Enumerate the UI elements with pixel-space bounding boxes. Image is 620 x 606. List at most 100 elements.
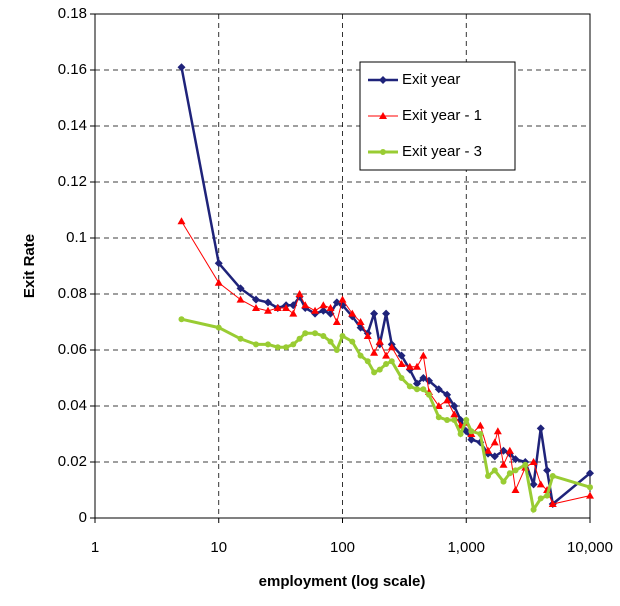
- marker: [252, 304, 261, 311]
- marker: [333, 347, 340, 353]
- y-tick-label: 0.18: [58, 5, 87, 22]
- marker: [177, 63, 186, 72]
- marker: [348, 309, 357, 317]
- marker: [413, 362, 422, 370]
- marker: [370, 348, 379, 356]
- marker: [434, 385, 443, 394]
- marker: [338, 295, 347, 303]
- marker: [457, 431, 464, 437]
- marker: [397, 351, 406, 360]
- marker: [397, 360, 406, 367]
- marker: [419, 351, 428, 359]
- y-tick-label: 0.04: [58, 397, 87, 414]
- marker: [530, 506, 537, 513]
- marker: [380, 149, 386, 155]
- marker: [406, 383, 413, 390]
- marker: [425, 391, 432, 398]
- marker: [537, 495, 544, 502]
- marker: [296, 335, 303, 342]
- marker: [491, 467, 498, 474]
- marker: [506, 470, 513, 477]
- marker: [274, 344, 281, 351]
- legend-label: Exit year - 1: [402, 107, 482, 124]
- marker: [302, 330, 309, 337]
- marker: [273, 304, 282, 311]
- marker: [376, 366, 383, 373]
- marker: [444, 417, 451, 423]
- marker: [326, 304, 335, 311]
- marker: [434, 402, 443, 409]
- marker: [363, 332, 372, 339]
- marker: [320, 333, 327, 339]
- marker: [387, 343, 396, 351]
- marker: [493, 427, 502, 435]
- marker: [379, 76, 387, 84]
- marker: [499, 460, 508, 468]
- marker: [485, 473, 492, 479]
- marker: [529, 458, 538, 465]
- marker: [468, 428, 475, 435]
- marker: [443, 396, 452, 404]
- marker: [214, 259, 223, 268]
- marker: [379, 112, 387, 119]
- marker: [522, 461, 529, 468]
- legend-label: Exit year: [402, 71, 460, 88]
- marker: [252, 295, 261, 304]
- y-tick-label: 0.12: [58, 173, 87, 190]
- marker: [451, 417, 458, 423]
- marker: [375, 337, 384, 345]
- marker: [290, 341, 297, 348]
- y-tick-label: 0.1: [66, 229, 87, 246]
- marker: [301, 301, 310, 309]
- marker: [383, 361, 390, 367]
- marker: [349, 338, 356, 345]
- marker: [450, 402, 459, 410]
- marker: [505, 446, 514, 454]
- series-line: [181, 317, 591, 514]
- marker: [364, 358, 371, 365]
- x-tick-label: 10: [210, 539, 227, 556]
- marker: [512, 467, 519, 474]
- marker: [370, 309, 379, 318]
- marker: [339, 333, 346, 339]
- marker: [548, 500, 557, 507]
- marker: [587, 484, 593, 491]
- marker: [549, 473, 556, 479]
- y-tick-label: 0.08: [58, 285, 87, 302]
- y-axis-label: Exit Rate: [21, 234, 38, 298]
- marker: [214, 278, 223, 286]
- legend-label: Exit year - 3: [402, 143, 482, 160]
- marker: [536, 424, 545, 433]
- y-tick-label: 0.16: [58, 61, 87, 78]
- marker: [356, 318, 365, 325]
- marker: [311, 306, 320, 314]
- marker: [177, 217, 186, 225]
- x-axis-label: employment (log scale): [259, 573, 426, 590]
- marker: [215, 324, 222, 331]
- marker: [388, 358, 395, 365]
- legend: Exit year Exit year - 1 Exit year - 3: [359, 61, 516, 171]
- marker: [332, 318, 341, 325]
- marker: [237, 335, 244, 342]
- marker: [405, 362, 414, 370]
- marker: [319, 306, 328, 315]
- y-tick-label: 0.14: [58, 117, 87, 134]
- marker: [544, 492, 551, 499]
- marker: [543, 466, 552, 475]
- marker: [357, 352, 364, 359]
- marker: [586, 491, 594, 499]
- marker: [490, 452, 499, 461]
- marker: [419, 374, 428, 382]
- plot-frame: [94, 13, 591, 519]
- marker: [511, 455, 520, 464]
- marker: [484, 446, 493, 454]
- marker: [413, 379, 422, 388]
- marker: [462, 427, 471, 436]
- marker: [282, 304, 291, 311]
- y-tick-label: 0.02: [58, 453, 87, 470]
- marker: [420, 386, 427, 393]
- x-tick-label: 100: [330, 539, 355, 556]
- marker: [536, 480, 545, 488]
- marker: [319, 301, 328, 309]
